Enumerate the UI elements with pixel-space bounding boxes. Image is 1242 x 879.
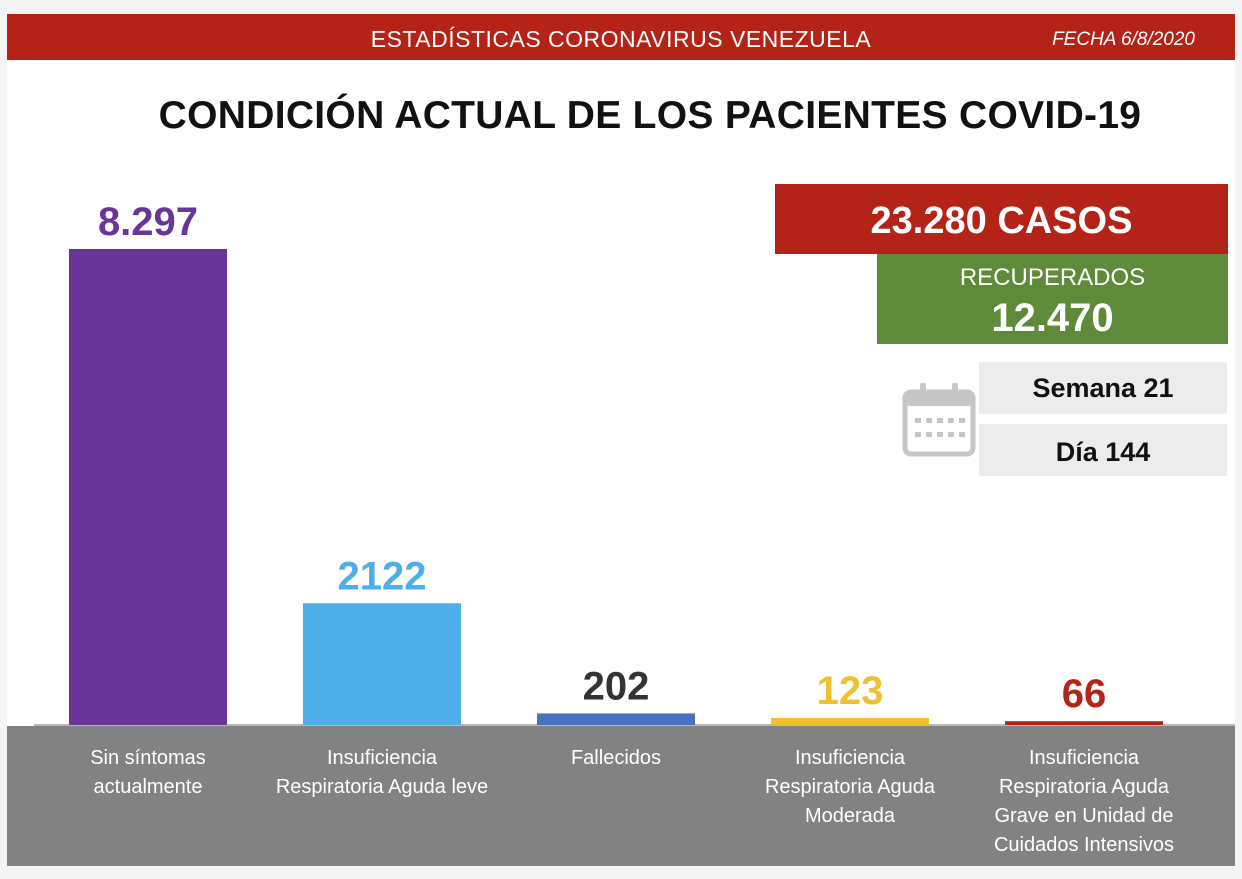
header-date: FECHA 6/8/2020 [1052,29,1195,50]
category-label-line: Respiratoria Aguda leve [276,776,488,798]
total-cases-value: 23.280 CASOS [870,200,1133,242]
total-cases-box: 23.280 CASOS [775,184,1228,254]
header-title: ESTADÍSTICAS CORONAVIRUS VENEZUELA [370,26,872,52]
recovered-value: 12.470 [991,296,1114,340]
category-label-line: Insuficiencia [327,747,438,769]
category-label-3: Insuficiencia Respiratoria Aguda Moderada [765,747,936,827]
bar-value-label-1: 2122 [338,554,427,598]
category-label-line: Grave en Unidad de [994,805,1173,827]
category-label-line: Insuficiencia [795,747,906,769]
category-label-line: Respiratoria Aguda [999,776,1170,798]
bar-4 [1005,721,1163,725]
recovered-label: RECUPERADOS [959,264,1146,291]
category-label-2: Fallecidos [571,747,661,769]
category-label-0: Sin síntomas actualmente [90,747,206,798]
recovered-box: RECUPERADOS 12.470 [877,254,1228,344]
bar-value-label-4: 66 [1062,672,1107,716]
bar-value-label-0: 8.297 [98,200,198,244]
bar-2 [537,713,695,725]
bar-value-label-3: 123 [817,669,884,713]
category-label-line: Cuidados Intensivos [994,834,1174,856]
category-band [7,726,1235,866]
bar-0 [69,249,227,725]
calendar-icon [902,383,976,457]
category-label-1: Insuficiencia Respiratoria Aguda leve [276,747,488,798]
bar-1 [303,603,461,725]
category-label-line: Insuficiencia [1029,747,1140,769]
category-label-line: Moderada [805,805,896,827]
category-label-line: Fallecidos [571,747,661,769]
category-label-line: Sin síntomas [90,747,206,769]
week-box: Semana 21 [979,362,1227,414]
day-box: Día 144 [979,424,1227,476]
header-bar: ESTADÍSTICAS CORONAVIRUS VENEZUELA FECHA… [7,14,1235,60]
page-title: CONDICIÓN ACTUAL DE LOS PACIENTES COVID-… [158,94,1142,137]
category-label-line: Respiratoria Aguda [765,776,936,798]
bar-3 [771,717,929,725]
category-label-4: Insuficiencia Respiratoria Aguda Grave en … [994,747,1174,856]
category-label-line: actualmente [94,776,203,798]
bar-value-label-2: 202 [583,664,650,708]
week-label: Semana 21 [1032,373,1174,403]
day-label: Día 144 [1055,437,1151,467]
